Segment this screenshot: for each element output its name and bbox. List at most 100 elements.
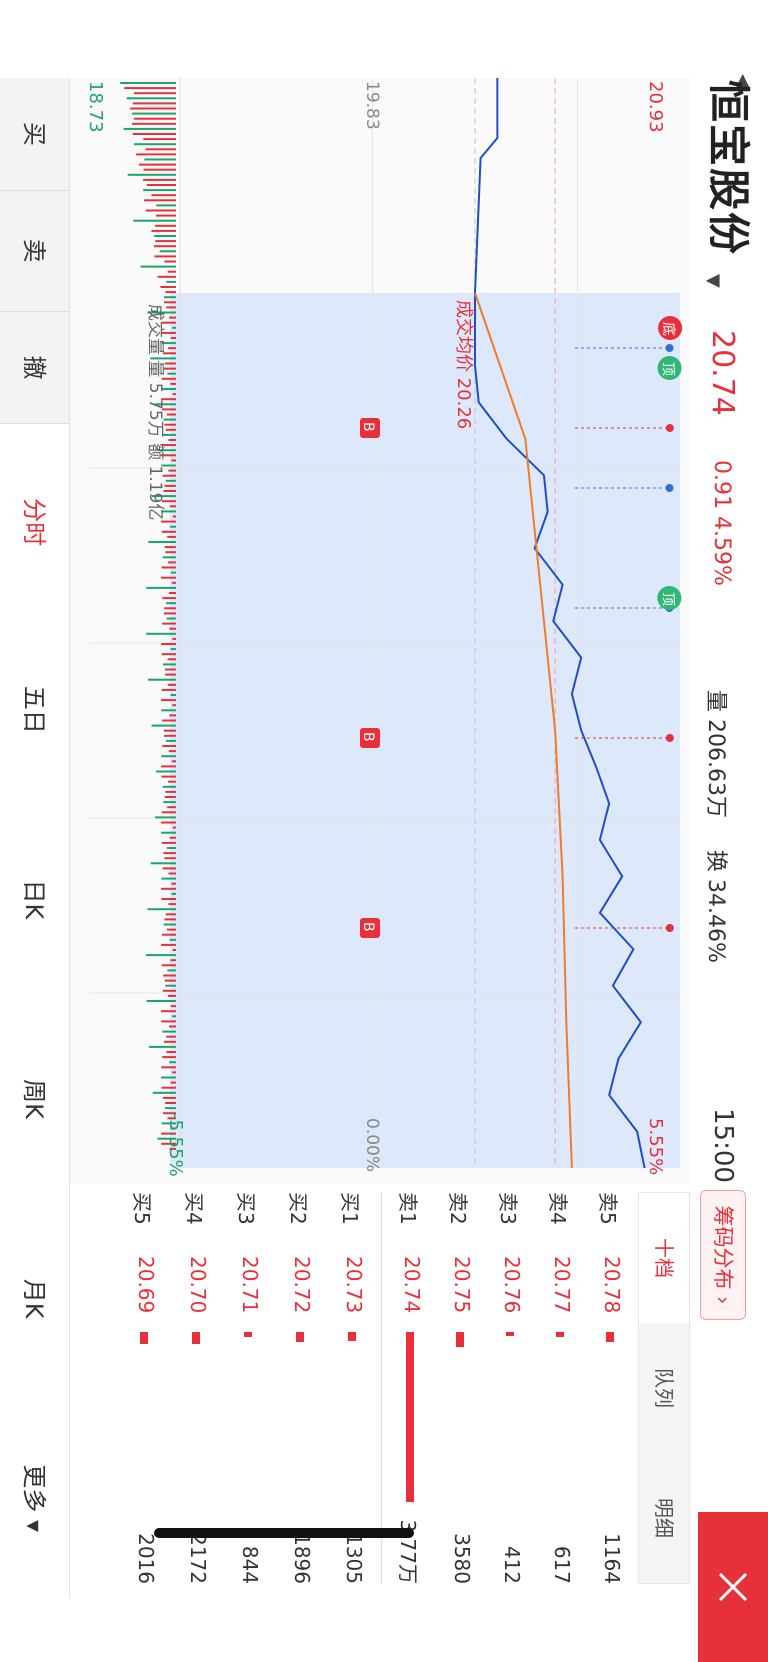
volume-bar (146, 632, 176, 635)
trade-marker-top[interactable]: 顶 (657, 586, 682, 610)
volume-bar (163, 923, 176, 926)
volume-bar (166, 739, 176, 742)
base-price-label: 19.83 (362, 81, 382, 130)
ask-row[interactable]: 卖5 20.78 1164 (588, 1192, 634, 1584)
trade-marker-sell[interactable]: S (575, 478, 690, 498)
trade-marker-sell[interactable]: S (575, 338, 690, 358)
depth-level-label: 卖4 (546, 1192, 570, 1225)
nav-daily-k[interactable]: 日K (20, 879, 48, 920)
volume-bar (161, 321, 176, 324)
volume-bar (144, 199, 176, 202)
depth-volume-bar (244, 1332, 252, 1338)
volume-bar (164, 607, 176, 610)
volume-bar (168, 561, 176, 564)
volume-bar (161, 566, 176, 569)
volume-bar (170, 1127, 176, 1130)
avg-series-line (474, 292, 573, 1169)
trade-marker-buy[interactable]: B (360, 728, 674, 748)
volume-bar (172, 326, 176, 329)
volume-bar (162, 989, 176, 992)
volume-bar (146, 184, 176, 186)
ask-row[interactable]: 卖1 20.74 3.77万 (388, 1192, 434, 1584)
close-button[interactable] (698, 1512, 768, 1662)
volume-bar (166, 1035, 176, 1038)
volume-bar (155, 816, 176, 819)
tab-ten-levels[interactable]: 十档 (639, 1193, 689, 1323)
tab-queue[interactable]: 队列 (652, 1368, 676, 1408)
volume-bar (172, 949, 176, 951)
turnover-label: 换 34.46% (703, 850, 728, 963)
volume-bar (161, 510, 176, 513)
nav-cancel[interactable]: 撤 (0, 311, 69, 425)
bid-row[interactable]: 买2 20.72 1896 (278, 1192, 324, 1584)
stock-name[interactable]: 恒宝股份 (704, 80, 753, 257)
volume-bar (162, 719, 176, 722)
ask-row[interactable]: 卖3 20.76 412 (488, 1192, 534, 1584)
intraday-chart[interactable]: SSSBBB底顶顶 20.93 19.83 18.73 5.55% 0.00% … (70, 78, 690, 1184)
depth-volume-bar (348, 1332, 356, 1341)
volume-bar (153, 245, 176, 248)
trade-marker-bottom[interactable]: 底 (658, 316, 683, 340)
marker-badge (360, 918, 380, 938)
volume-bar (161, 398, 176, 401)
volume-bar (126, 97, 176, 100)
time-label: 15:00 (708, 1108, 738, 1183)
marker-label: 顶 (659, 592, 675, 606)
volume-bar (164, 546, 176, 549)
volume-bar (162, 556, 176, 559)
volume-bar (171, 571, 176, 574)
volume-bar (165, 668, 176, 671)
volume-bar (136, 153, 176, 156)
close-icon (718, 1572, 748, 1602)
price-series-line (474, 293, 646, 1169)
marker-label: 顶 (660, 362, 676, 376)
nav-buy[interactable]: 买 (0, 78, 69, 191)
nav-more[interactable]: 更多 ▾ (20, 1464, 48, 1533)
marker-badge (657, 356, 682, 380)
volume-bar (161, 1066, 176, 1069)
volume-bar (171, 882, 176, 885)
volume-bar (165, 1102, 176, 1104)
trade-marker-top[interactable]: 顶 (657, 356, 682, 380)
bid-row[interactable]: 买1 20.73 1305 (330, 1192, 376, 1584)
volume-bar (145, 148, 176, 151)
volume-bar (161, 530, 176, 533)
volume-bar (161, 887, 176, 890)
bid-row[interactable]: 买5 20.69 2016 (122, 1192, 168, 1584)
volume-bar (150, 357, 176, 360)
trade-marker-buy[interactable]: B (360, 418, 674, 438)
bid-row[interactable]: 买3 20.71 844 (226, 1192, 272, 1584)
nav-monthly-k[interactable]: 月K (20, 1278, 48, 1319)
depth-volume-bar (556, 1332, 564, 1338)
nav-intraday[interactable]: 分时 (20, 498, 48, 547)
ask-row[interactable]: 卖4 20.77 617 (538, 1192, 584, 1584)
nav-sell[interactable]: 卖 (0, 190, 69, 312)
volume-bar (163, 296, 176, 299)
volume-bar (170, 959, 176, 962)
price-bottom-label: 18.73 (85, 81, 106, 133)
depth-level-label: 买3 (234, 1192, 258, 1225)
volume-bar (163, 367, 176, 370)
volume-bar (155, 240, 176, 243)
volume-bar (162, 597, 176, 600)
chip-distribution-button[interactable]: 筹码分布 › (700, 1190, 746, 1320)
volume-bar (172, 826, 176, 829)
marker-dot (665, 734, 674, 742)
volume-bar (169, 627, 176, 630)
stock-switch-icon[interactable]: ▼ (703, 274, 724, 288)
volume-bar (161, 331, 176, 334)
nav-five-day[interactable]: 五日 (20, 685, 48, 734)
bid-row[interactable]: 买4 20.70 2172 (174, 1192, 220, 1584)
volume-bar (124, 87, 176, 90)
volume-bar (167, 658, 176, 661)
volume-bar (163, 490, 176, 492)
tab-detail[interactable]: 明细 (652, 1498, 676, 1538)
ask-row[interactable]: 卖2 20.75 3580 (438, 1192, 484, 1584)
home-indicator[interactable] (154, 1528, 414, 1538)
trade-marker-buy[interactable]: B (360, 918, 674, 938)
volume-bar (145, 209, 176, 212)
depth-price: 20.77 (550, 1256, 574, 1314)
volume-bar (161, 811, 176, 814)
volume-bar (164, 301, 176, 304)
nav-weekly-k[interactable]: 周K (20, 1079, 48, 1119)
